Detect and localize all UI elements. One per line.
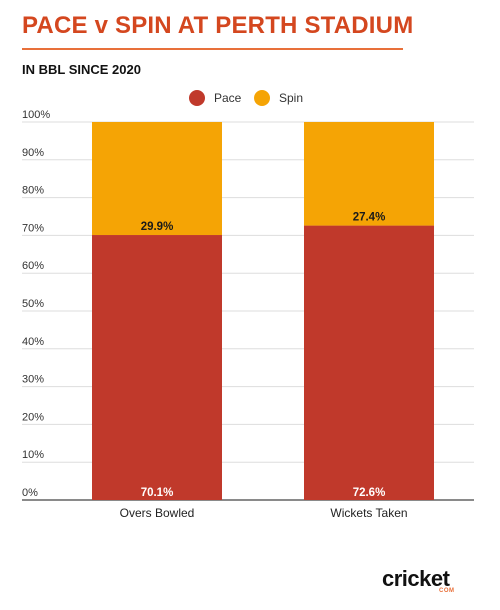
y-tick-label: 50%	[22, 298, 44, 310]
bar-spin	[304, 122, 434, 226]
y-tick-label: 10%	[22, 449, 44, 461]
legend-label-spin: Spin	[279, 91, 304, 105]
chart-subtitle: IN BBL SINCE 2020	[22, 62, 141, 77]
y-tick-label: 90%	[22, 147, 44, 159]
data-label: 29.9%	[141, 221, 174, 233]
y-tick-label: 100%	[22, 109, 50, 121]
legend-swatch-pace	[189, 90, 205, 106]
bar-spin	[92, 122, 222, 236]
y-tick-label: 20%	[22, 411, 44, 423]
y-tick-label: 40%	[22, 336, 44, 348]
y-tick-label: 30%	[22, 374, 44, 386]
bar-pace	[304, 225, 434, 500]
bar-pace	[92, 235, 222, 500]
legend: Pace Spin	[0, 88, 500, 108]
data-label: 70.1%	[141, 487, 174, 499]
legend-item-pace: Pace	[189, 88, 241, 108]
x-tick-label: Wickets Taken	[330, 506, 407, 520]
legend-item-spin: Spin	[254, 88, 303, 108]
legend-swatch-spin	[254, 90, 270, 106]
legend-label-pace: Pace	[214, 91, 242, 105]
y-tick-label: 0%	[22, 487, 38, 499]
y-tick-label: 70%	[22, 222, 44, 234]
logo-wordmark: cricket	[382, 566, 450, 591]
logo-domain: COM	[439, 588, 455, 594]
y-tick-label: 60%	[22, 260, 44, 272]
y-tick-label: 80%	[22, 185, 44, 197]
x-tick-label: Overs Bowled	[120, 506, 195, 520]
data-label: 27.4%	[353, 212, 386, 224]
data-label: 72.6%	[353, 487, 386, 499]
title-underline	[22, 48, 403, 50]
chart-title: PACE v SPIN AT PERTH STADIUM	[22, 12, 414, 39]
cricket-com-logo: cricket COM	[382, 566, 472, 596]
